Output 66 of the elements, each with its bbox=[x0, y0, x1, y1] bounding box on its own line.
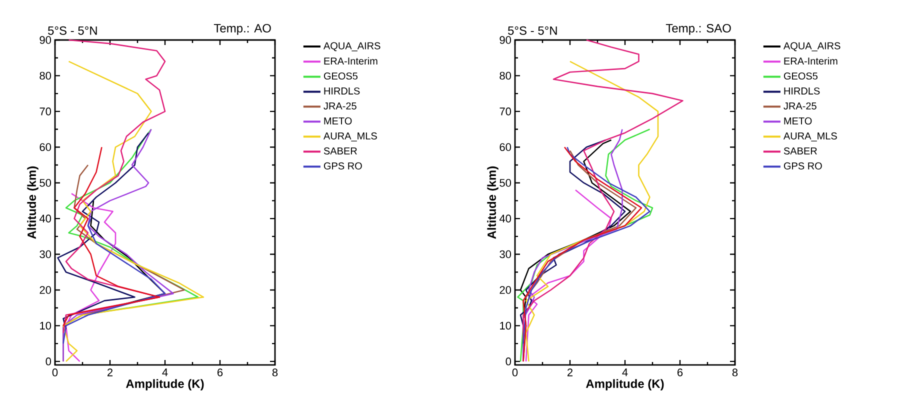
x-tick-label: 4 bbox=[162, 368, 168, 376]
legend-label: AURA_MLS bbox=[783, 132, 837, 142]
line-series bbox=[525, 189, 612, 362]
y-axis-title: Altitude (km) bbox=[27, 166, 38, 239]
x-axis-title: Amplitude (K) bbox=[126, 379, 204, 390]
y-tick-label: 90 bbox=[500, 36, 512, 44]
line-series bbox=[525, 60, 659, 362]
legend-label: JRA-25 bbox=[784, 102, 816, 110]
x-tick-label: 2 bbox=[107, 368, 113, 376]
x-axis-title: Amplitude (K) bbox=[586, 379, 664, 390]
y-tick-label: 20 bbox=[40, 286, 52, 294]
x-tick-label: 4 bbox=[622, 368, 628, 376]
y-tick-label: 50 bbox=[40, 178, 52, 187]
y-tick-label: 30 bbox=[40, 250, 52, 258]
x-tick-label: 8 bbox=[272, 368, 278, 376]
legend-label: GEOS5 bbox=[324, 72, 358, 80]
y-tick-label: 80 bbox=[500, 72, 512, 80]
x-tick-label: 2 bbox=[567, 368, 573, 376]
chart-title: Temp.: AO bbox=[214, 24, 271, 35]
y-tick-label: 70 bbox=[500, 108, 512, 116]
line-series bbox=[522, 39, 684, 344]
x-tick-label: 0 bbox=[52, 368, 58, 376]
y-tick-label: 10 bbox=[500, 322, 512, 330]
line-series bbox=[62, 146, 160, 326]
legend-label: SABER bbox=[324, 147, 357, 154]
legend-label: ERA-Interim bbox=[784, 57, 838, 65]
x-tick-label: 8 bbox=[732, 368, 738, 376]
y-tick-label: 60 bbox=[500, 143, 512, 152]
y-tick-label: 80 bbox=[40, 72, 52, 80]
line-series bbox=[62, 60, 204, 362]
line-series bbox=[520, 139, 626, 326]
line-series bbox=[62, 128, 174, 362]
y-tick-label: 0 bbox=[506, 358, 512, 366]
legend-label: METO bbox=[784, 117, 812, 124]
y-tick-label: 50 bbox=[500, 178, 512, 187]
x-tick-label: 6 bbox=[218, 368, 223, 376]
line-series bbox=[62, 39, 166, 334]
chart-title: Temp.: SAO bbox=[666, 24, 731, 35]
legend-label: GEOS5 bbox=[784, 72, 818, 80]
legend-label: HIRDLS bbox=[784, 87, 820, 95]
y-tick-label: 20 bbox=[500, 286, 512, 294]
legend-label: AQUA_AIRS bbox=[783, 42, 840, 52]
line-series bbox=[57, 132, 150, 330]
y-tick-label: 0 bbox=[46, 358, 52, 366]
legend-label: AQUA_AIRS bbox=[323, 42, 380, 52]
y-axis-title: Altitude (km) bbox=[487, 166, 498, 239]
line-series bbox=[62, 218, 166, 344]
x-tick-label: 0 bbox=[512, 368, 518, 376]
chart-subtitle: 5°S - 5°N bbox=[48, 26, 97, 35]
legend-label: SABER bbox=[784, 147, 817, 154]
y-tick-label: 70 bbox=[40, 108, 52, 116]
y-tick-label: 40 bbox=[39, 214, 52, 222]
legend-label: ERA-Interim bbox=[324, 57, 378, 65]
y-tick-label: 10 bbox=[40, 322, 52, 330]
legend-label: GPS RO bbox=[324, 162, 362, 170]
legend-label: METO bbox=[324, 117, 352, 124]
y-tick-label: 60 bbox=[40, 143, 52, 152]
chart-subtitle: 5°S - 5°N bbox=[508, 26, 557, 35]
legend-label: HIRDLS bbox=[324, 87, 360, 95]
y-tick-label: 30 bbox=[500, 250, 512, 258]
x-tick-label: 6 bbox=[678, 368, 683, 376]
y-tick-label: 40 bbox=[499, 214, 512, 222]
legend-label: AURA_MLS bbox=[323, 132, 377, 142]
legend-label: JRA-25 bbox=[324, 102, 356, 110]
y-tick-label: 90 bbox=[40, 36, 52, 44]
legend-label: GPS RO bbox=[784, 162, 822, 170]
